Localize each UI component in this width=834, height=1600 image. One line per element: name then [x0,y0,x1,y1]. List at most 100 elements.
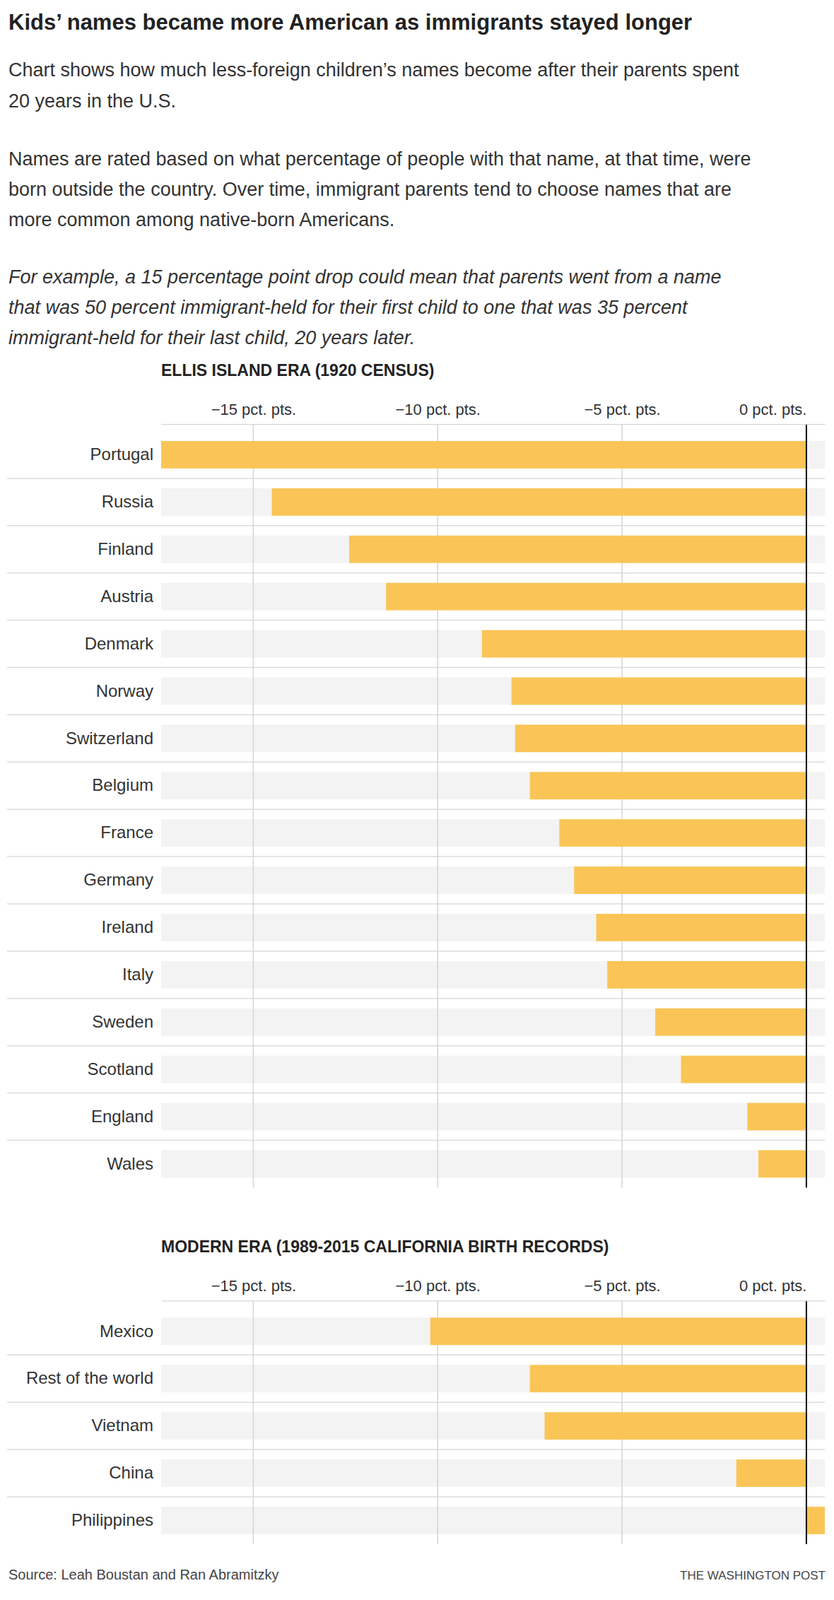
chart: MODERN ERA (1989-2015 CALIFORNIA BIRTH R… [7,1237,826,1544]
bar [544,1412,807,1440]
tick-label: −10 pct. pts. [395,1277,481,1295]
bar [515,724,807,753]
bar [573,866,807,895]
category-tick: Mexico [99,1321,162,1341]
grid-line [253,1300,255,1544]
tick-label: −15 pct. pts. [211,400,297,419]
grid-line [253,424,255,1188]
row-separator [7,1140,825,1142]
chart: ELLIS ISLAND ERA (1920 CENSUS)−15 pct. p… [7,361,826,1188]
category-tick: Belgium [91,775,162,795]
category-tick: France [100,822,162,842]
row-separator [7,808,825,810]
category-label: Mexico [99,1321,154,1341]
row-separator [7,1092,825,1095]
tick: −5 pct. pts. [583,1277,661,1301]
bars [161,441,807,1178]
bar [530,771,807,800]
zero-grid [805,1300,807,1544]
row-separator [7,477,825,480]
tick: 0 pct. pts. [739,400,807,425]
category-label: Wales [106,1154,154,1174]
category-label: Denmark [84,633,155,654]
category-label: Portugal [90,444,154,464]
category-label: Philippines [71,1510,154,1530]
category-tick: Vietnam [91,1415,162,1435]
category-label: Switzerland [65,728,154,748]
row-separators [7,478,825,1141]
category-label: Belgium [91,775,154,795]
row-separator [7,1354,825,1357]
tick: −15 pct. pts. [211,400,297,425]
zero-line [805,424,808,1188]
source: Source: Leah Boustan and Ran Abramitzky [8,1566,279,1583]
category-label: Scotland [87,1059,154,1079]
bar [430,1317,807,1346]
bar [747,1103,806,1131]
row-separators [7,1354,825,1497]
y-axis: Mexico Rest of the world Vietnam China Phili… [26,1321,162,1531]
row-separator [7,714,825,716]
bars [430,1317,825,1534]
tick-label: 0 pct. pts. [739,1277,807,1295]
axis-line [161,424,826,425]
row-band [161,1412,825,1440]
y-axis: Portugal Russia Finland Austria Denmark Norwa… [65,444,162,1174]
row-separator [7,761,825,764]
category-tick: Switzerland [65,728,162,748]
row-band [161,819,825,847]
row-band [161,1103,825,1131]
chart-canvas: ELLIS ISLAND ERA (1920 CENSUS)−15 pct. p… [0,353,834,1594]
category-label: Finland [97,539,154,559]
category-tick: Rest of the world [26,1368,162,1388]
category-tick: Germany [83,870,162,890]
row-band [161,866,825,895]
row-separator [7,1448,825,1451]
row-separator [7,1401,825,1403]
tick: −5 pct. pts. [583,400,661,425]
tick-label: −5 pct. pts. [583,400,661,419]
row-band [161,1150,825,1179]
bar [349,535,807,564]
tick: −10 pct. pts. [395,1277,481,1301]
category-tick: Austria [100,586,162,606]
row-band [161,1055,825,1084]
tick-label: 0 pct. pts. [739,400,807,419]
tick: −15 pct. pts. [211,1277,297,1301]
bar [655,1008,807,1037]
row-band [161,1506,825,1535]
category-tick: China [108,1463,162,1483]
category-tick: Denmark [84,633,162,654]
tick: −10 pct. pts. [395,400,481,425]
category-tick: Philippines [71,1510,162,1530]
tick-label: −15 pct. pts. [211,1277,297,1295]
row-separator [7,572,825,574]
row-band [161,677,825,706]
row-band [161,535,825,564]
x-axis: −15 pct. pts. −10 pct. pts. −5 pct. pts. 0 … [161,1277,826,1302]
tick-label: −5 pct. pts. [583,1277,661,1295]
bar [607,961,807,989]
bar [511,677,807,706]
x-axis: −15 pct. pts. −10 pct. pts. −5 pct. pts. 0 … [161,400,826,425]
category-label: Rest of the world [26,1368,154,1388]
category-tick: Ireland [101,917,162,937]
row-bands [161,441,825,1178]
row-band [161,1317,825,1346]
zero-grid [805,424,807,1188]
bar [681,1055,807,1084]
bar [530,1364,807,1393]
credit: THE WASHINGTON POST [679,1569,826,1583]
category-label: Russia [101,491,155,512]
category-label: England [91,1106,154,1126]
row-separator [7,619,825,622]
category-tick: Italy [122,964,162,984]
category-label: Ireland [101,917,154,937]
bar [806,1506,825,1535]
row-band [161,1459,825,1488]
category-tick: Norway [96,681,162,701]
category-label: France [100,822,154,842]
category-tick: Scotland [87,1059,162,1079]
category-label: Norway [96,681,154,701]
row-separator [7,1496,825,1498]
